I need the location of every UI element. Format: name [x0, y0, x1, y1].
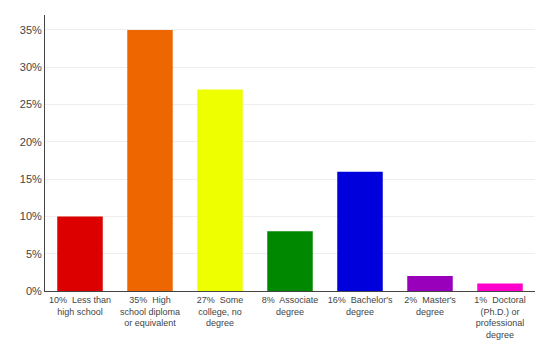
- svg-text:27% Somecollege, nodegree: 27% Somecollege, nodegree: [197, 295, 244, 328]
- svg-text:35%: 35%: [20, 24, 42, 36]
- svg-text:0%: 0%: [26, 285, 42, 297]
- svg-text:10%: 10%: [20, 210, 42, 222]
- svg-text:5%: 5%: [26, 248, 42, 260]
- svg-text:25%: 25%: [20, 98, 42, 110]
- svg-text:20%: 20%: [20, 136, 42, 148]
- svg-text:35% Highschool diplomaor equi: 35% Highschool diplomaor equivalent: [120, 295, 180, 328]
- svg-text:1% Doctoral(Ph.D.) orprofessi: 1% Doctoral(Ph.D.) orprofessionaldegree: [474, 295, 526, 340]
- svg-text:30%: 30%: [20, 61, 42, 73]
- svg-text:2% Master'sdegree: 2% Master'sdegree: [404, 295, 456, 317]
- svg-text:10% Less thanhigh school: 10% Less thanhigh school: [49, 295, 111, 317]
- svg-text:8% Associatedegree: 8% Associatedegree: [262, 295, 319, 317]
- svg-text:15%: 15%: [20, 173, 42, 185]
- svg-text:16% Bachelor'sdegree: 16% Bachelor'sdegree: [328, 295, 393, 317]
